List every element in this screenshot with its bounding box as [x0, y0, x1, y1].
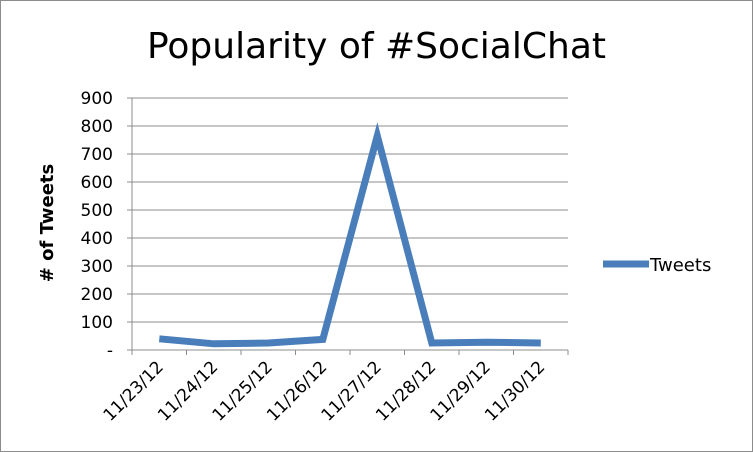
axes — [127, 97, 569, 355]
x-tick-label: 11/30/12 — [481, 357, 549, 425]
series-lines — [158, 122, 541, 348]
y-tick-label: 500 — [81, 201, 113, 221]
chart-title: Popularity of #SocialChat — [146, 26, 607, 67]
y-tick-label: 700 — [81, 145, 113, 165]
legend: Tweets — [603, 255, 711, 276]
series-line-tweets — [158, 122, 541, 348]
y-tick-label: - — [107, 341, 113, 361]
gridlines — [132, 97, 568, 323]
legend-label: Tweets — [649, 255, 711, 276]
y-tick-label: 400 — [81, 229, 113, 249]
y-tick-label: 100 — [81, 313, 113, 333]
y-tick-label: 200 — [81, 285, 113, 305]
y-tick-label: 300 — [81, 257, 113, 277]
y-tick-label: 800 — [81, 117, 113, 137]
y-tick-labels: - 100 200 300 400 500 600 700 800 900 — [81, 89, 113, 361]
y-tick-label: 600 — [81, 173, 113, 193]
y-tick-label: 900 — [81, 89, 113, 109]
x-tick-labels: 11/23/1211/24/1211/25/1211/26/1211/27/12… — [100, 357, 550, 425]
y-axis-title: # of Tweets — [37, 164, 58, 282]
